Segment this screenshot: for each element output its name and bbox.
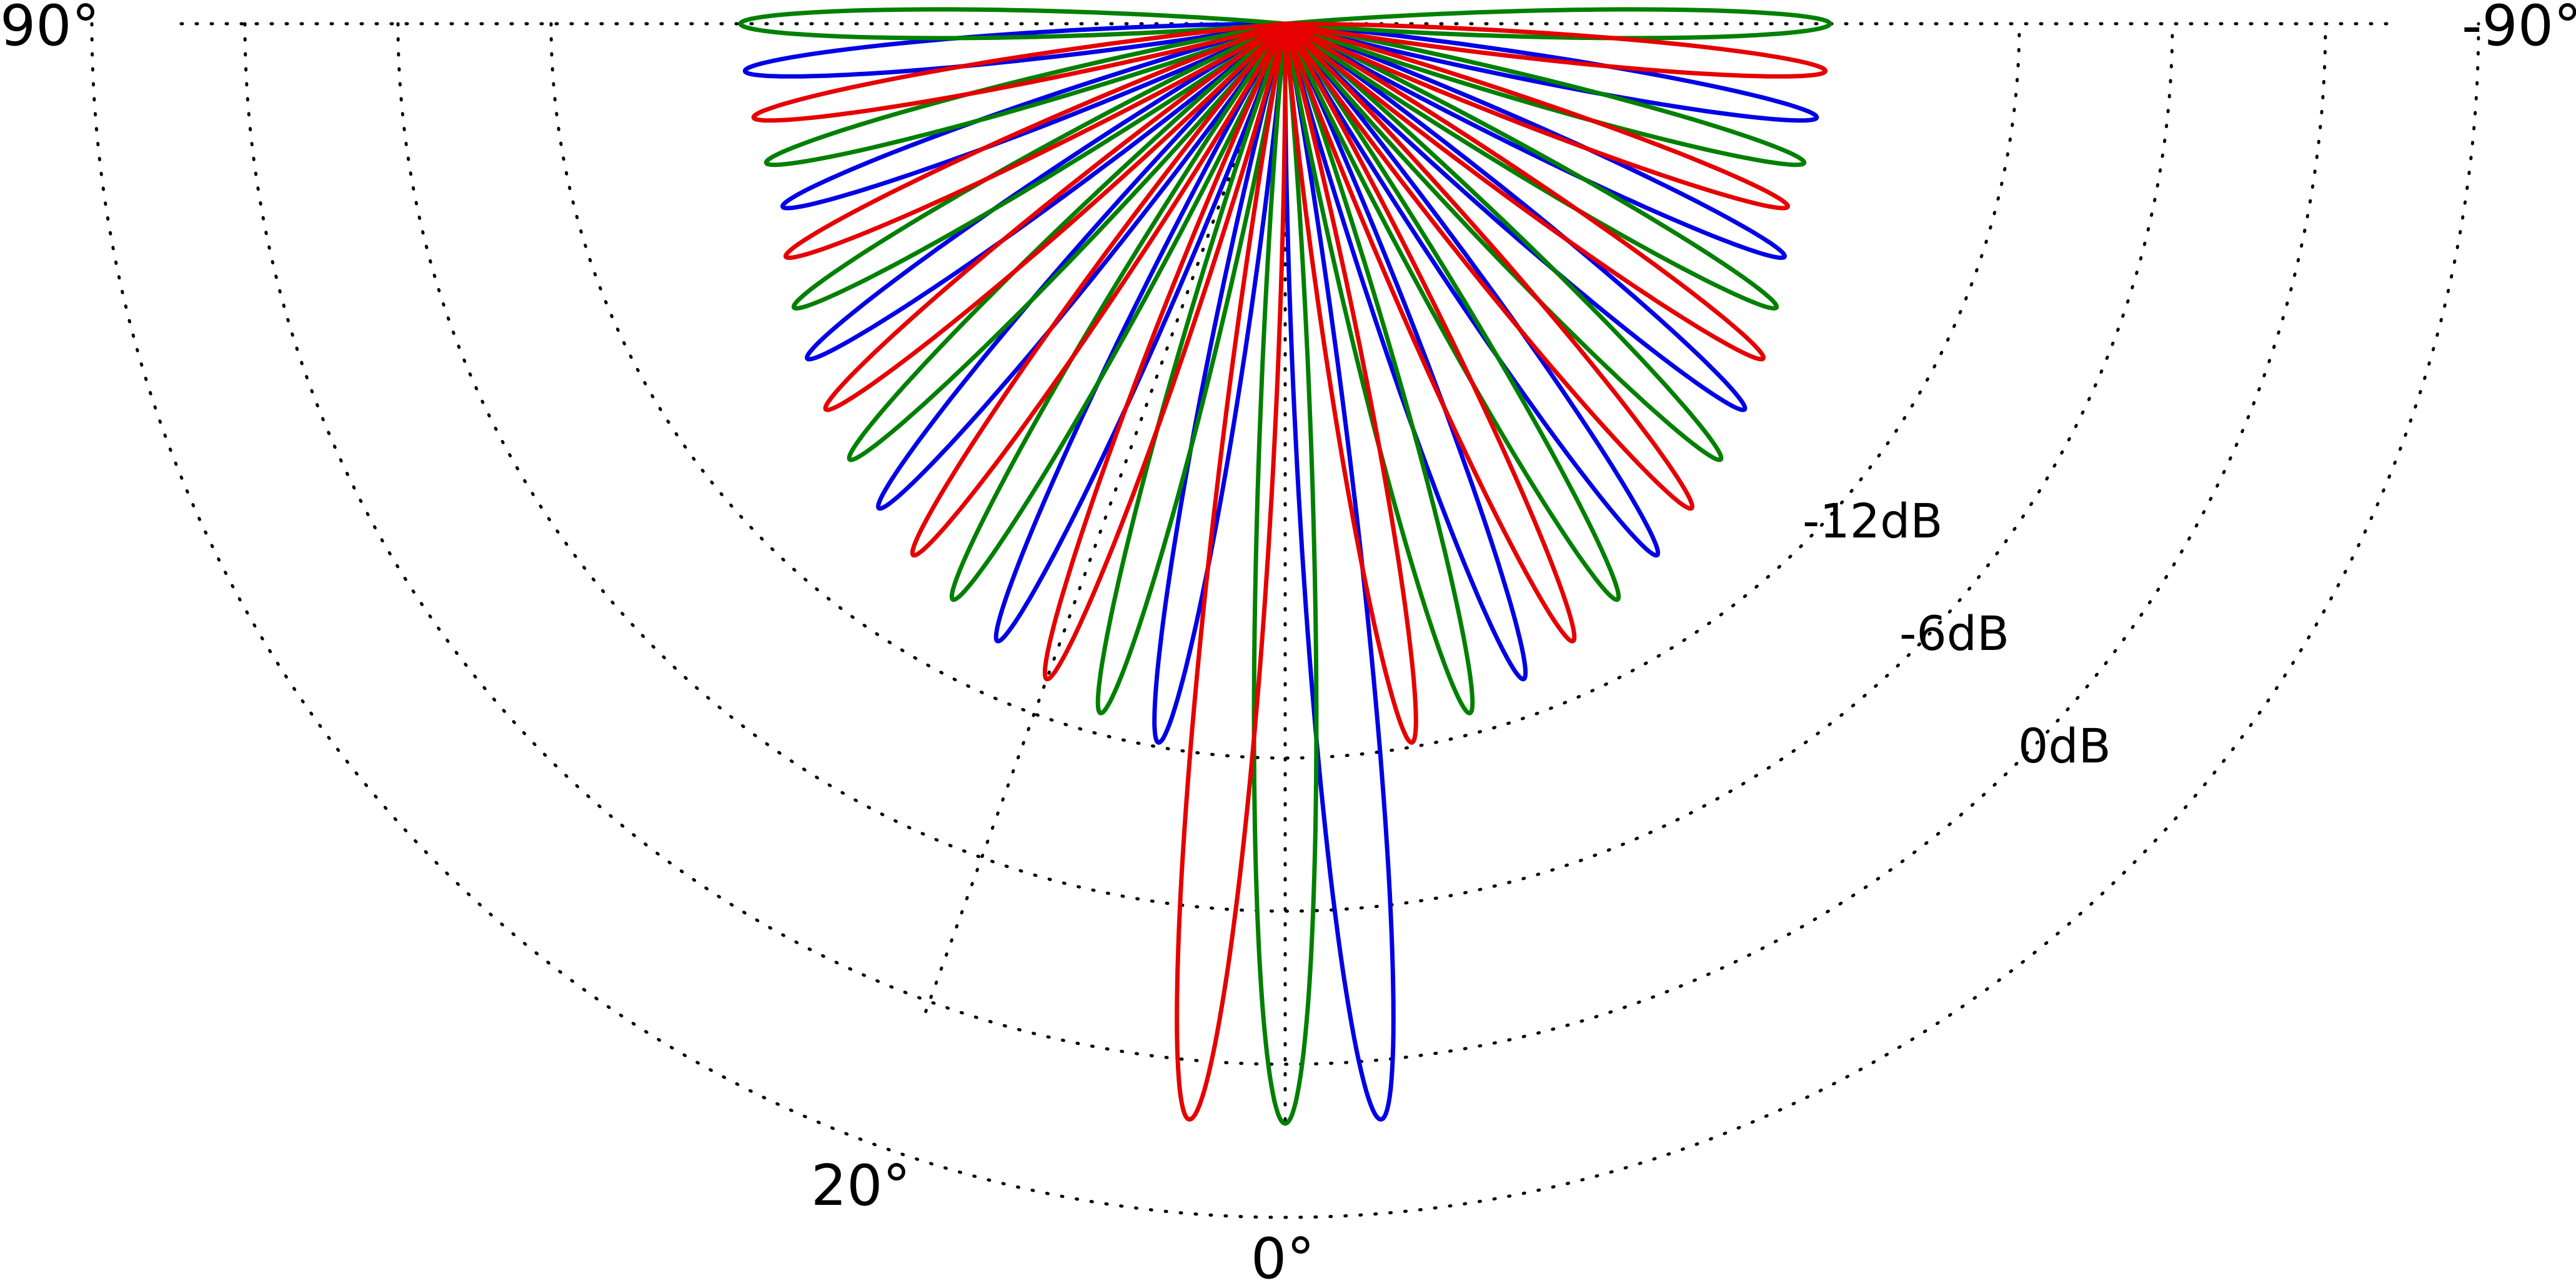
- ring-label-minus-12db: -12dB: [1803, 493, 1943, 549]
- beam-lobe-0-7: [1283, 21, 1528, 682]
- beam-lobe-2-3: [823, 21, 1288, 412]
- ring-minus-12db: [396, 22, 2174, 913]
- grid-layer: [90, 22, 2480, 1219]
- beam-lobe-2-9: [1283, 21, 1766, 362]
- beam-lobe-1-7: [1283, 21, 1475, 716]
- angle-label-minus-90: -90°: [2462, 0, 2576, 59]
- ring-minus-6db: [243, 22, 2327, 1066]
- beam-lobe-0-3: [876, 21, 1288, 511]
- beam-lobe-2-7: [1283, 21, 1577, 644]
- beam-lobe-1-1: [1095, 21, 1288, 716]
- beam-lobe-1-2: [949, 21, 1288, 602]
- beam-lobe-2-11: [1283, 21, 1828, 79]
- beam-lobe-0-8: [1283, 21, 1661, 558]
- beam-lobe-1-10: [1283, 21, 1779, 311]
- beam-lobe-2-1: [1042, 21, 1288, 682]
- beam-lobe-0-11: [1283, 21, 1819, 123]
- beam-lobe-2-10: [1283, 21, 1790, 211]
- beam-lobe-1-12: [1283, 7, 1833, 41]
- beam-lobe-1-3: [847, 21, 1288, 462]
- beam-lobe-1-8: [1283, 21, 1621, 602]
- beam-lobe-1-6: [738, 7, 1288, 41]
- beam-lobe-1-11: [1283, 21, 1807, 167]
- beam-lobe-2-0: [1175, 21, 1288, 1122]
- beam-lobe-2-4: [783, 21, 1288, 260]
- beam-lobe-2-8: [1283, 21, 1694, 511]
- beam-lobe-2-5: [751, 21, 1288, 123]
- ring-label-0db: 0dB: [2018, 718, 2111, 774]
- beam-lobe-0-5: [780, 21, 1288, 211]
- beam-lobe-0-2: [993, 21, 1288, 644]
- series-layer: [738, 7, 1833, 1126]
- beam-lobe-0-10: [1283, 21, 1787, 260]
- beam-series-0: [742, 21, 1819, 1122]
- beam-lobe-1-4: [791, 21, 1288, 311]
- beam-lobe-2-6: [1283, 21, 1418, 745]
- beam-lobe-0-0: [1283, 21, 1396, 1122]
- beam-lobe-0-1: [1152, 21, 1288, 745]
- beam-lobe-0-4: [805, 21, 1288, 362]
- angle-label-90: 90°: [0, 0, 100, 59]
- beam-series-2: [751, 21, 1828, 1122]
- ring-0db: [90, 22, 2480, 1219]
- twenty-degree-gridline: [920, 22, 1287, 1024]
- beam-lobe-1-5: [763, 21, 1288, 167]
- angle-label-20: 20°: [811, 1153, 911, 1219]
- beam-lobe-2-2: [910, 21, 1288, 558]
- beam-lobe-0-9: [1283, 21, 1748, 412]
- beam-lobe-1-9: [1283, 21, 1724, 462]
- beam-lobe-1-0: [1251, 21, 1319, 1126]
- angle-label-0: 0°: [1251, 1226, 1315, 1283]
- ring-minus-18db: [549, 22, 2021, 760]
- ring-label-minus-6db: -6dB: [1899, 606, 2009, 661]
- beam-lobe-0-6: [742, 21, 1288, 79]
- beam-series-1: [738, 7, 1833, 1126]
